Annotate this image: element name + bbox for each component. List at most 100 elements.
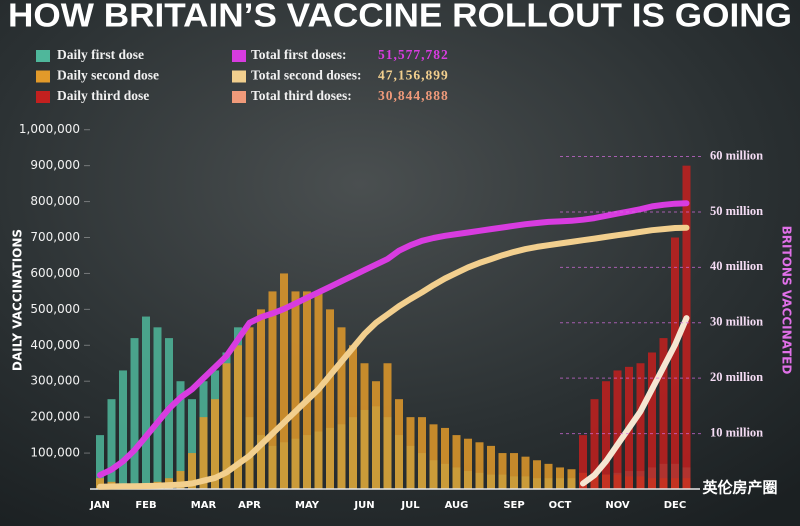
bar <box>636 363 645 489</box>
chart-title: HOW BRITAIN’S VACCINE ROLLOUT IS GOING <box>8 0 792 34</box>
bar <box>199 417 208 489</box>
legend-swatch <box>232 70 246 83</box>
bar <box>188 453 196 489</box>
y-tick-label: 600,000 <box>30 266 80 280</box>
x-tick-label: JUN <box>353 500 374 511</box>
bar <box>119 370 127 489</box>
x-tick-label: MAY <box>295 500 320 511</box>
bar <box>291 291 300 489</box>
legend-swatch <box>232 50 246 62</box>
legend-swatch <box>36 50 50 62</box>
legend-label: Daily second dose <box>57 68 159 83</box>
y2-tick-label: 40 million <box>710 259 763 273</box>
bar <box>567 469 576 489</box>
bar <box>648 352 656 489</box>
line <box>580 315 690 487</box>
bar <box>406 417 415 489</box>
bar <box>222 363 231 489</box>
line <box>97 224 690 490</box>
bar <box>671 237 679 489</box>
bar <box>165 338 173 489</box>
y-tick-label: 200,000 <box>30 410 80 424</box>
bar <box>544 463 553 489</box>
bar <box>464 438 472 489</box>
y-tick-label: 900,000 <box>30 158 80 172</box>
y-tick-label: 300,000 <box>30 374 80 388</box>
y-axis-title: DAILY VACCINATIONS <box>11 229 25 371</box>
bar <box>441 427 449 489</box>
bar <box>475 442 484 489</box>
y-tick-label: 100,000 <box>30 446 80 460</box>
bar <box>360 363 369 489</box>
bar <box>372 381 380 489</box>
x-tick-label: SEP <box>503 500 524 511</box>
bar <box>533 460 541 489</box>
bar <box>96 435 104 489</box>
x-tick-label: JAN <box>89 500 110 511</box>
bar <box>337 327 346 489</box>
bar <box>349 345 357 489</box>
bar <box>96 478 104 489</box>
bar <box>303 291 311 489</box>
bar <box>211 399 219 489</box>
plot-area <box>90 165 700 490</box>
y2-tick-label: 30 million <box>710 315 763 329</box>
legend-swatch <box>232 91 246 103</box>
y-tick-label: 700,000 <box>30 230 80 244</box>
bar <box>682 165 691 490</box>
y-tick-label: 800,000 <box>30 194 80 208</box>
bar <box>176 471 185 489</box>
bar <box>418 417 426 489</box>
x-tick-label: JUL <box>400 500 420 511</box>
x-tick-label: AUG <box>445 500 469 511</box>
bar <box>395 399 403 489</box>
x-tick-label: NOV <box>605 500 630 511</box>
legend-value: 30,844,888 <box>378 88 449 103</box>
legend-label: Total first doses: <box>251 47 347 62</box>
bar <box>602 381 610 489</box>
y-tick-label: 400,000 <box>30 338 80 352</box>
legend-label: Total second doses: <box>251 68 362 83</box>
legend-value: 47,156,899 <box>378 68 449 83</box>
bar <box>130 338 139 489</box>
bar <box>234 345 242 489</box>
bar <box>257 309 265 489</box>
y2-axis-title: BRITONS VACCINATED <box>780 226 794 375</box>
bar <box>521 456 530 489</box>
legend-value: 51,577,782 <box>378 47 449 62</box>
bar <box>452 435 461 489</box>
x-tick-label: FEB <box>135 500 156 511</box>
x-tick-label: MAR <box>191 500 217 511</box>
bar <box>613 370 622 489</box>
y2-tick-label: 10 million <box>710 425 763 439</box>
x-tick-label: OCT <box>549 500 572 511</box>
bar <box>326 309 334 489</box>
legend-swatch <box>36 91 50 103</box>
bar <box>142 316 150 489</box>
y2-tick-label: 50 million <box>710 204 763 218</box>
y2-tick-label: 60 million <box>710 148 763 162</box>
bar <box>188 399 196 489</box>
bar <box>487 445 495 489</box>
bar <box>556 467 564 489</box>
bar <box>268 291 277 489</box>
legend-label: Daily third dose <box>57 88 149 103</box>
bar <box>383 363 392 489</box>
x-tick-label: DEC <box>664 500 686 511</box>
bar <box>107 399 116 489</box>
bar <box>280 273 288 489</box>
y2-tick-label: 20 million <box>710 370 763 384</box>
watermark: 英伦房产圈 <box>702 479 777 497</box>
bar <box>153 327 162 489</box>
bar <box>498 453 507 489</box>
x-tick-label: APR <box>238 500 261 511</box>
legend-label: Total third doses: <box>251 88 352 103</box>
legend-swatch <box>36 70 50 83</box>
legend-label: Daily first dose <box>57 47 144 62</box>
bar <box>176 381 185 489</box>
line <box>97 200 690 479</box>
y-tick-label: 1,000,000 <box>19 122 80 136</box>
bar <box>590 399 599 489</box>
bar <box>659 338 668 489</box>
